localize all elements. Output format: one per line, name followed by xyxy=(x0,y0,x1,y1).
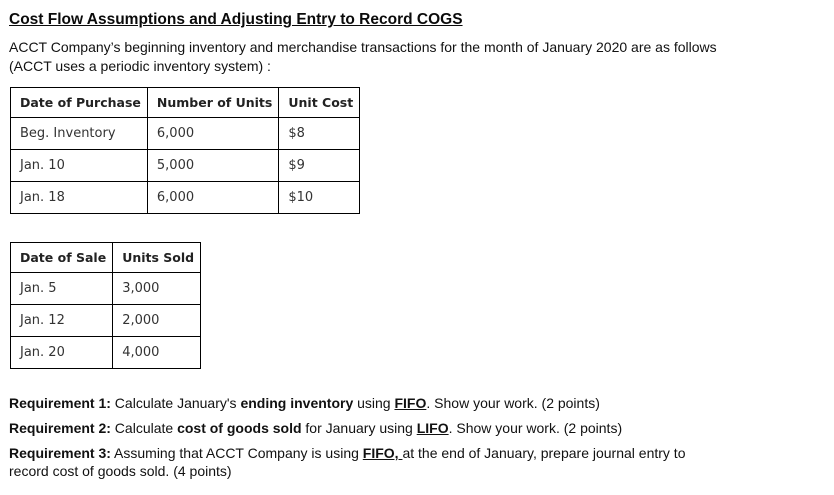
table-cell: Beg. Inventory xyxy=(10,117,148,150)
table-row: Jan. 20 4,000 xyxy=(9,336,202,369)
column-header: Unit Cost xyxy=(278,87,361,118)
requirements-section: Requirement 1: Calculate January's endin… xyxy=(9,394,820,480)
text-segment: Calculate January's xyxy=(110,395,241,411)
text-segment: . Show your work. (2 points) xyxy=(448,420,623,436)
table-cell: Jan. 12 xyxy=(9,304,114,337)
table-cell: 4,000 xyxy=(112,336,202,369)
text-segment: using xyxy=(353,395,395,411)
text-segment: ending inventory xyxy=(240,395,354,411)
text-segment: Requirement 3: xyxy=(9,445,111,461)
table-cell: Jan. 20 xyxy=(9,336,114,369)
text-segment: ACCT Company’s beginning inventory and m… xyxy=(9,39,717,55)
text-segment: at the end of January, prepare journal e… xyxy=(402,445,686,461)
table-cell: 6,000 xyxy=(146,181,280,214)
requirement-2: Requirement 2: Calculate cost of goods s… xyxy=(9,419,820,437)
text-segment: . Show your work. (2 points) xyxy=(426,395,600,411)
table-row: Jan. 5 3,000 xyxy=(9,272,202,305)
text-segment: FIFO xyxy=(394,395,427,411)
purchases-table: Date of Purchase Number of Units Unit Cost… xyxy=(10,87,361,214)
table-row: Jan. 18 6,000 $10 xyxy=(10,181,361,214)
text-segment: record cost of goods sold. (4 points) xyxy=(9,463,232,479)
table-cell: 5,000 xyxy=(146,149,280,182)
requirement-3: Requirement 3: Assuming that ACCT Compan… xyxy=(9,444,820,480)
table-header-row: Date of Purchase Number of Units Unit Cost xyxy=(10,87,361,118)
table-row: Jan. 12 2,000 xyxy=(9,304,202,337)
text-segment: (ACCT uses a periodic inventory system) … xyxy=(9,58,271,74)
text-segment: FIFO, xyxy=(362,445,403,461)
sales-table: Date of Sale Units Sold Jan. 5 3,000 Jan. 12… xyxy=(9,242,202,369)
column-header: Units Sold xyxy=(112,242,202,273)
intro-paragraph: ACCT Company’s beginning inventory and m… xyxy=(9,38,820,76)
text-segment: Requirement 2: xyxy=(9,420,111,436)
table-cell: Jan. 18 xyxy=(10,181,148,214)
text-segment: LIFO xyxy=(416,420,449,436)
text-segment: for January using xyxy=(301,420,417,436)
table-cell: $10 xyxy=(278,181,361,214)
table-cell: Jan. 5 xyxy=(9,272,114,305)
text-segment: cost of goods sold xyxy=(177,420,302,436)
text-segment: Requirement 1: xyxy=(9,395,111,411)
worksheet-page: Cost Flow Assumptions and Adjusting Entr… xyxy=(9,11,820,480)
column-header: Date of Purchase xyxy=(10,87,148,118)
column-header: Number of Units xyxy=(146,87,280,118)
table-header-row: Date of Sale Units Sold xyxy=(9,242,202,273)
table-row: Jan. 10 5,000 $9 xyxy=(10,149,361,182)
table-cell: 3,000 xyxy=(112,272,202,305)
table-cell: 2,000 xyxy=(112,304,202,337)
page-title: Cost Flow Assumptions and Adjusting Entr… xyxy=(9,11,463,28)
table-row: Beg. Inventory 6,000 $8 xyxy=(10,117,361,150)
text-segment: Calculate xyxy=(110,420,178,436)
column-header: Date of Sale xyxy=(9,242,114,273)
table-cell: 6,000 xyxy=(146,117,280,150)
table-cell: $9 xyxy=(278,149,361,182)
table-cell: Jan. 10 xyxy=(10,149,148,182)
text-segment: Assuming that ACCT Company is using xyxy=(110,445,363,461)
table-cell: $8 xyxy=(278,117,361,150)
requirement-1: Requirement 1: Calculate January's endin… xyxy=(9,394,820,412)
